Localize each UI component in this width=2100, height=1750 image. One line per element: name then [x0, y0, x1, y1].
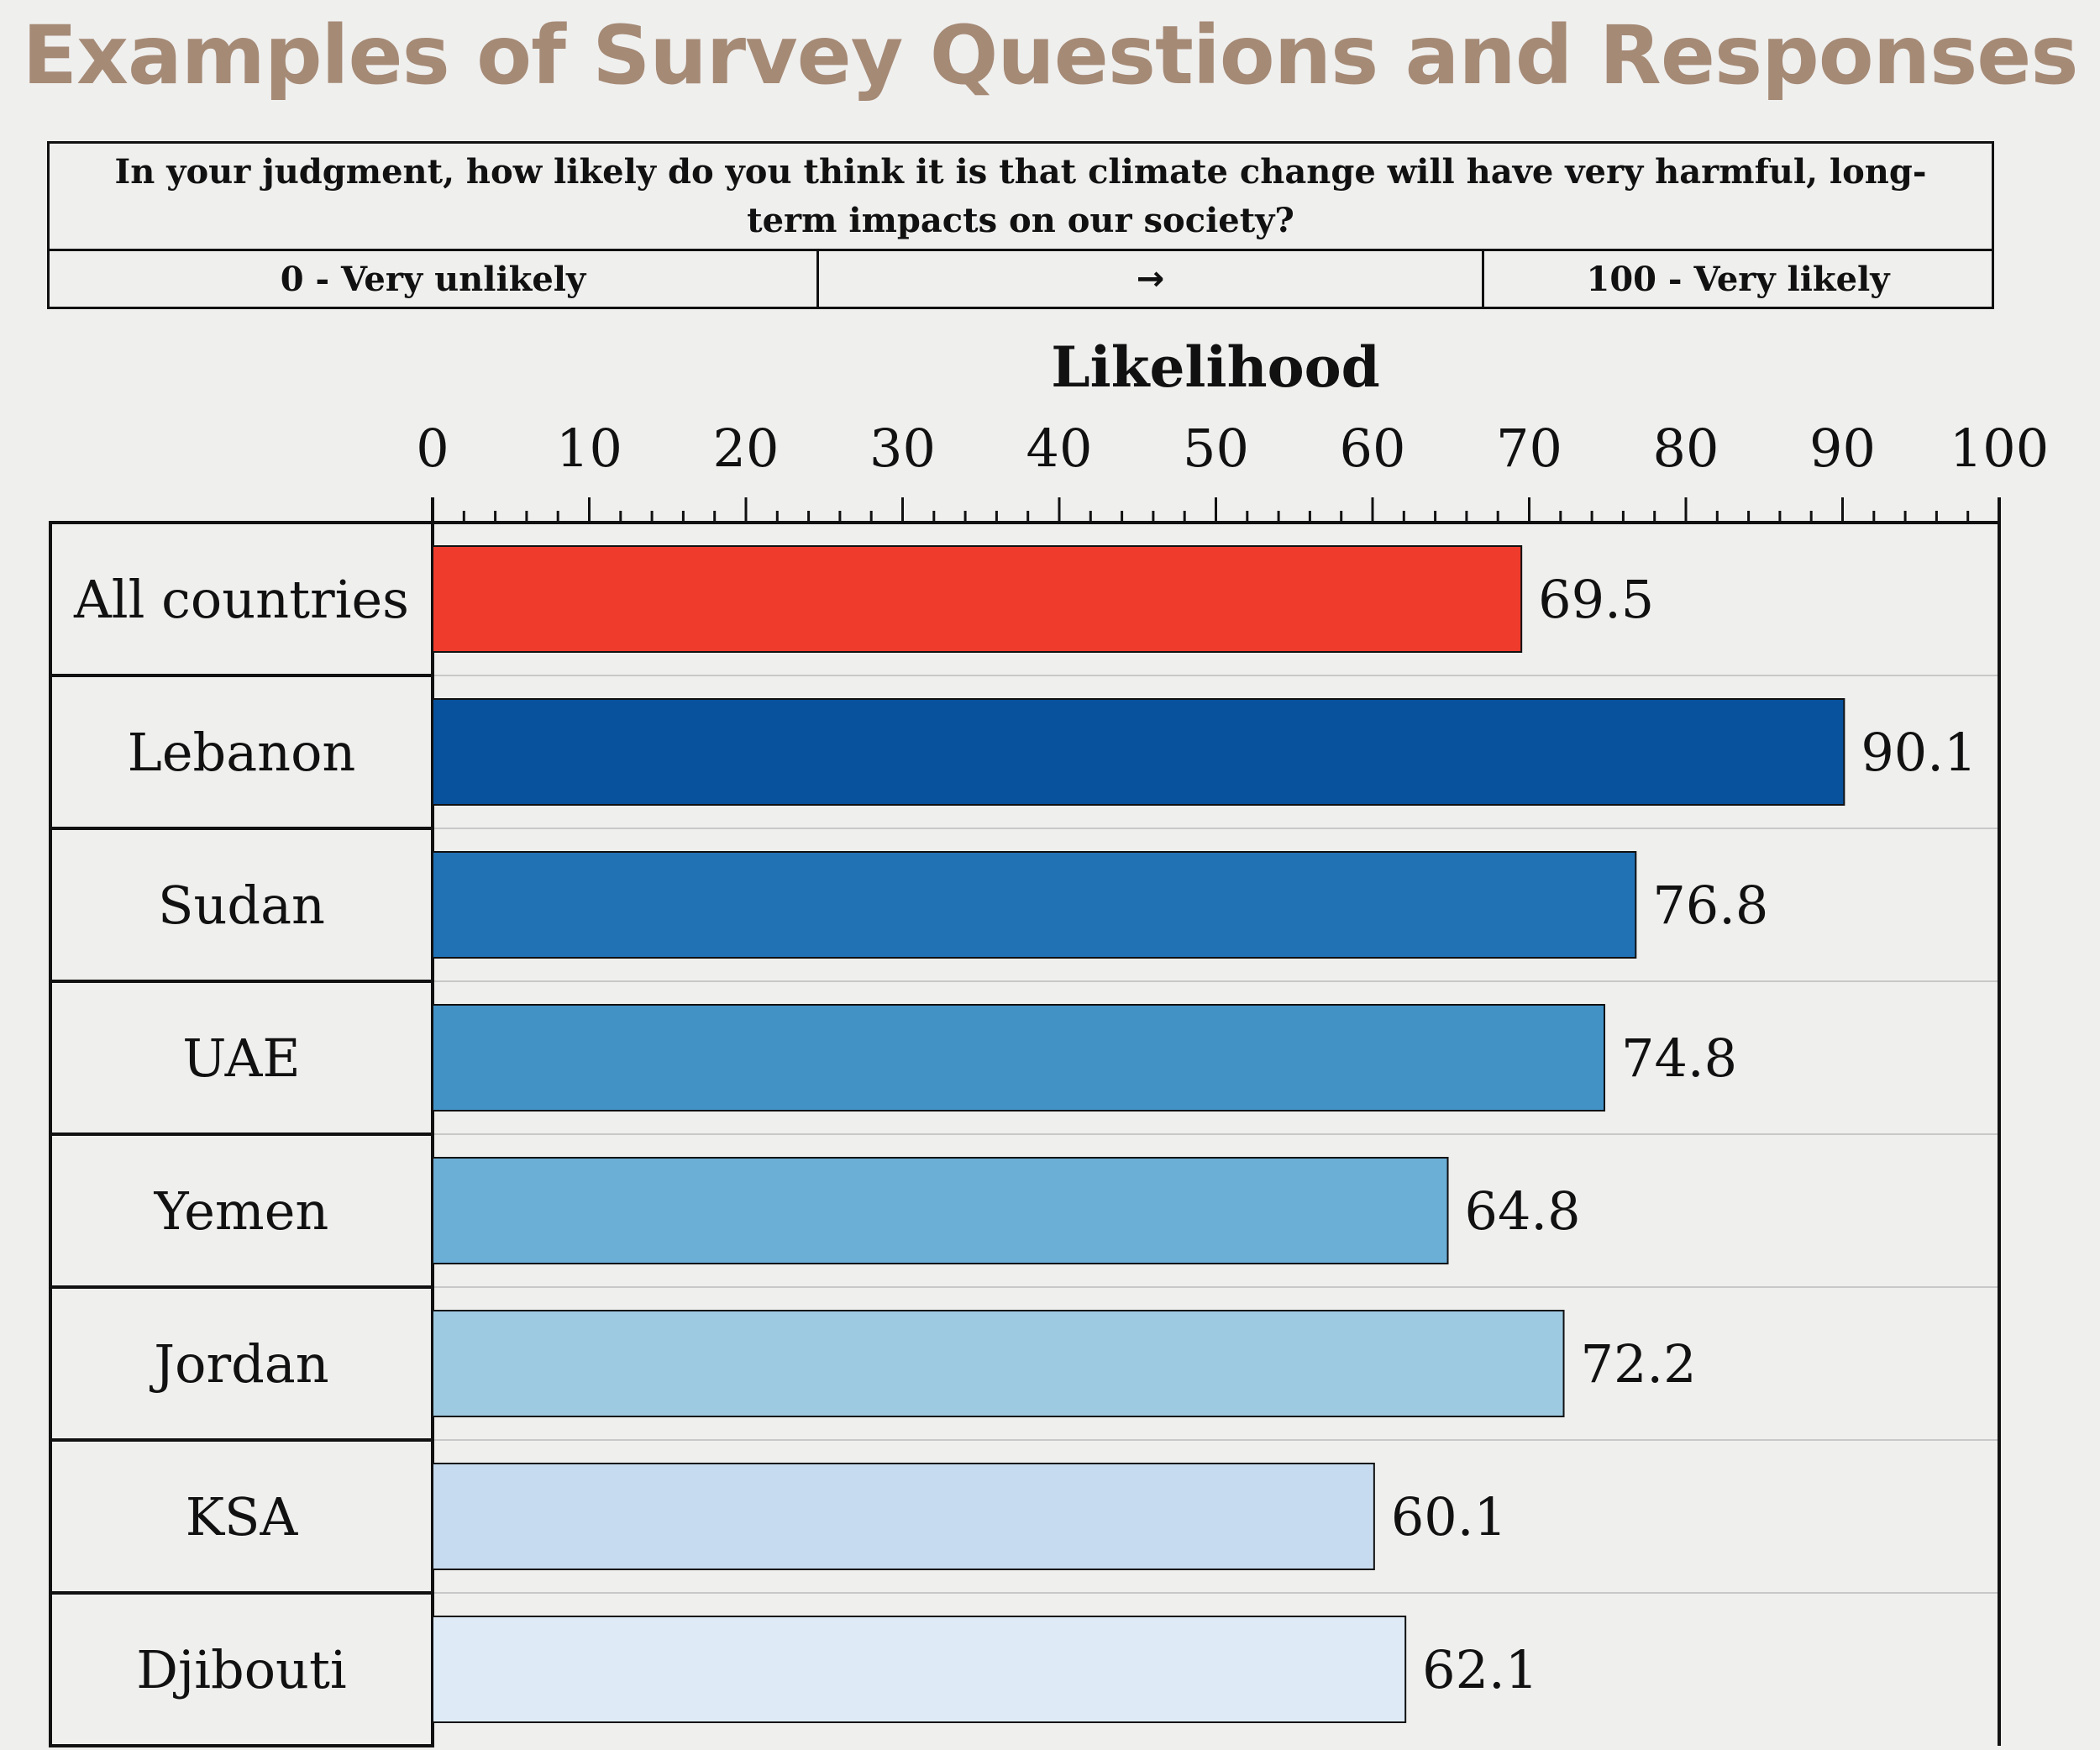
- question-text: In your judgment, how likely do you thin…: [50, 144, 1992, 251]
- tick-label: 20: [713, 418, 780, 479]
- tick-label: 10: [556, 418, 622, 479]
- category-label: All countries: [73, 569, 409, 630]
- value-label: 64.8: [1465, 1180, 1581, 1242]
- value-label: 62.1: [1422, 1639, 1538, 1700]
- bar-ksa: [432, 1463, 1375, 1570]
- category-label: UAE: [182, 1027, 300, 1089]
- category-label: KSA: [186, 1486, 299, 1548]
- category-label: Yemen: [154, 1180, 329, 1242]
- value-label: 69.5: [1538, 569, 1654, 630]
- category-label: Sudan: [158, 875, 325, 936]
- tick-label: 100: [1950, 418, 2049, 479]
- axis-title: Likelihood: [1051, 334, 1380, 400]
- value-label: 90.1: [1861, 722, 1977, 783]
- value-label: 72.2: [1581, 1333, 1697, 1395]
- tick-label: 80: [1653, 418, 1719, 479]
- tick-label: 0: [416, 418, 449, 479]
- tick-label: 50: [1183, 418, 1249, 479]
- category-label: Lebanon: [128, 722, 356, 783]
- tick-label: 30: [869, 418, 936, 479]
- bar-jordan: [432, 1310, 1565, 1417]
- value-label: 60.1: [1391, 1486, 1507, 1548]
- tick-label: 60: [1340, 418, 1406, 479]
- scale-high-label: 100 - Very likely: [1586, 259, 1890, 299]
- bar-djibouti: [432, 1616, 1407, 1723]
- tick-label: 40: [1026, 418, 1093, 479]
- bar-all-countries: [432, 545, 1523, 653]
- bar-yemen: [432, 1157, 1449, 1264]
- bar-lebanon: [432, 698, 1845, 806]
- bar-uae: [432, 1004, 1606, 1111]
- tick-label: 70: [1496, 418, 1562, 479]
- category-label: Jordan: [149, 1333, 328, 1395]
- category-label: Djibouti: [136, 1639, 346, 1700]
- scale-arrow-icon: →: [819, 251, 1484, 307]
- bar-sudan: [432, 851, 1637, 959]
- tick-label: 90: [1809, 418, 1876, 479]
- question-box: In your judgment, how likely do you thin…: [47, 141, 1994, 309]
- value-label: 74.8: [1621, 1027, 1737, 1089]
- page-title: Examples of Survey Questions and Respons…: [22, 8, 2079, 102]
- value-label: 76.8: [1652, 875, 1768, 936]
- scale-low-label: 0 - Very unlikely: [50, 251, 819, 307]
